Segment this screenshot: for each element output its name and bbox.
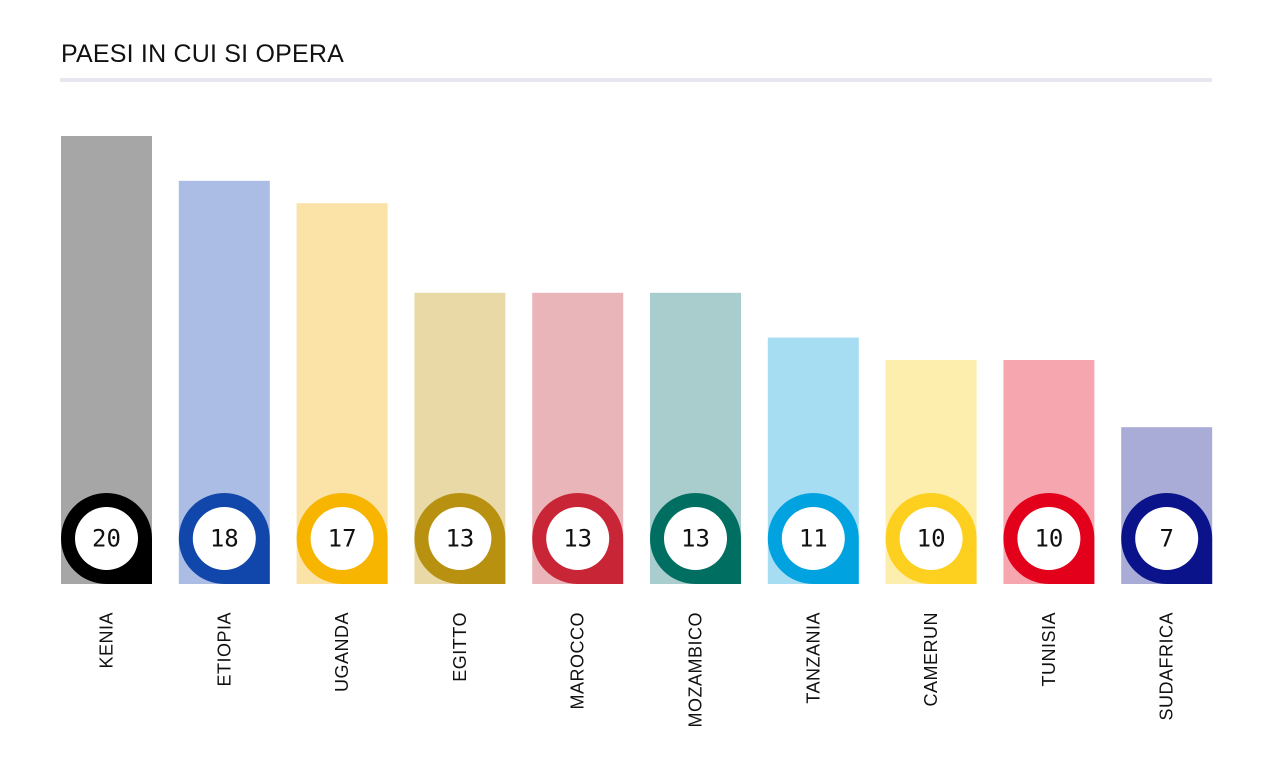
bar-group-uganda: 17 UGANDA [296, 203, 388, 692]
bar-group-sudafrica: 7 SUDAFRICA [1121, 427, 1213, 721]
bar-group-tanzania: 11 TANZANIA [767, 337, 859, 704]
value-marker-inner-kenia [75, 507, 138, 570]
category-label-marocco: MAROCCO [568, 612, 588, 710]
data-label-mozambico: 13 [681, 525, 710, 553]
data-label-tanzania: 11 [799, 525, 828, 553]
data-label-uganda: 17 [328, 525, 357, 553]
data-label-marocco: 13 [563, 525, 592, 553]
bar-group-mozambico: 13 MOZAMBICO [650, 292, 741, 728]
bar-group-kenia: 20 KENIA [61, 136, 152, 669]
value-marker-inner-tanzania [781, 507, 845, 570]
data-label-kenia: 20 [92, 525, 121, 553]
category-label-etiopia: ETIOPIA [214, 612, 234, 687]
bar-group-etiopia: 18 ETIOPIA [178, 180, 270, 687]
data-label-sudafrica: 7 [1159, 525, 1173, 553]
data-label-egitto: 13 [445, 525, 474, 553]
value-marker-inner-egitto [428, 507, 492, 570]
category-label-sudafrica: SUDAFRICA [1157, 612, 1177, 721]
data-label-tunisia: 10 [1034, 525, 1063, 553]
category-label-uganda: UGANDA [332, 612, 352, 692]
value-marker-inner-uganda [310, 507, 374, 570]
bar-group-marocco: 13 MAROCCO [532, 292, 624, 710]
bar-group-egitto: 13 EGITTO [414, 292, 506, 682]
value-marker-inner-mozambico [664, 507, 727, 570]
title-divider [60, 78, 1212, 82]
category-label-kenia: KENIA [97, 612, 117, 669]
value-marker-inner-marocco [546, 507, 610, 570]
data-label-etiopia: 18 [210, 525, 239, 553]
value-marker-inner-tunisia [1017, 507, 1081, 570]
category-label-egitto: EGITTO [450, 612, 470, 682]
category-label-tunisia: TUNISIA [1039, 612, 1059, 687]
value-marker-inner-etiopia [192, 507, 256, 570]
bar-group-camerun: 10 CAMERUN [885, 360, 977, 707]
category-label-camerun: CAMERUN [921, 612, 941, 707]
bar-group-tunisia: 10 TUNISIA [1003, 360, 1095, 687]
value-marker-inner-sudafrica [1135, 507, 1199, 570]
chart-title: PAESI IN CUI SI OPERA [61, 40, 344, 68]
data-label-camerun: 10 [917, 525, 946, 553]
category-label-mozambico: MOZAMBICO [686, 612, 706, 728]
value-marker-inner-camerun [899, 507, 963, 570]
category-label-tanzania: TANZANIA [803, 612, 823, 704]
